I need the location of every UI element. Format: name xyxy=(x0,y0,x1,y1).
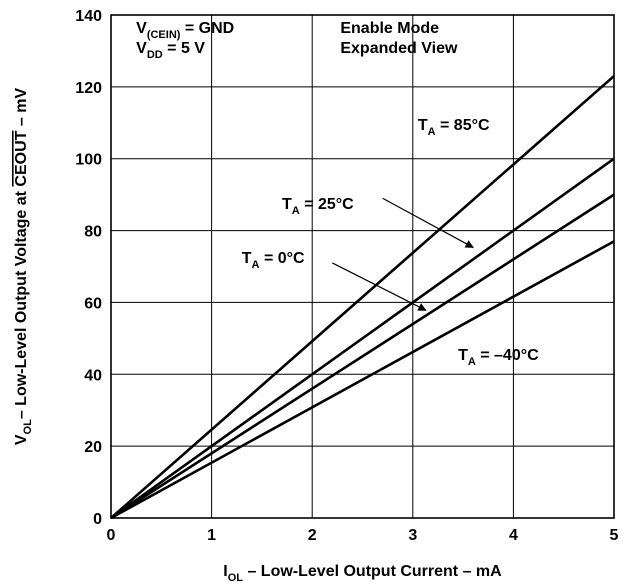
series-label: TA = 25°C xyxy=(282,196,354,217)
x-tick-label: 5 xyxy=(610,527,619,544)
y-tick-label: 80 xyxy=(84,224,102,241)
series-label: TA = 0°C xyxy=(242,250,305,271)
series-line xyxy=(110,240,615,520)
y-tick-label: 60 xyxy=(84,295,102,312)
grid-lines xyxy=(110,14,615,519)
y-tick-label: 0 xyxy=(93,511,102,528)
series-line xyxy=(110,157,615,520)
y-tick-label: 140 xyxy=(75,8,102,25)
condition-label: VDD = 5 V xyxy=(136,40,205,61)
series-label: TA = 85°C xyxy=(418,117,490,138)
y-axis-label: VOL– Low-Level Output Voltage at CEOUT –… xyxy=(13,88,34,446)
pointer-arrow xyxy=(382,197,474,248)
label-pointer-arrows xyxy=(332,197,474,311)
series-line xyxy=(110,193,615,520)
x-tick-label: 0 xyxy=(107,527,116,544)
plot-frame xyxy=(110,14,615,519)
y-tick-label: 120 xyxy=(75,80,102,97)
series-label: TA = –40°C xyxy=(458,347,539,368)
mode-label: Enable Mode xyxy=(340,20,439,37)
x-tick-label: 3 xyxy=(408,527,417,544)
axis-labels: IOL – Low-Level Output Current – mA VOL– … xyxy=(13,88,502,584)
x-tick-label: 2 xyxy=(308,527,317,544)
series-labels: TA = 85°C TA = 25°C TA = 0°C TA = –40°C xyxy=(242,117,539,368)
mode-label: Expanded View xyxy=(340,40,458,57)
series-line xyxy=(110,75,615,519)
y-tick-label: 20 xyxy=(84,439,102,456)
ceout-overline: CEOUT xyxy=(13,130,30,186)
y-tick-label: 100 xyxy=(75,152,102,169)
series-lines xyxy=(110,75,615,520)
pointer-arrow xyxy=(332,262,427,311)
x-tick-label: 1 xyxy=(207,527,216,544)
tick-labels: 0 1 2 3 4 5 0 20 40 60 80 100 120 140 xyxy=(75,8,618,544)
x-axis-label: IOL – Low-Level Output Current – mA xyxy=(223,563,502,584)
condition-label: V(CEIN) = GND xyxy=(136,20,234,41)
y-tick-label: 40 xyxy=(84,367,102,384)
x-tick-label: 4 xyxy=(509,527,518,544)
